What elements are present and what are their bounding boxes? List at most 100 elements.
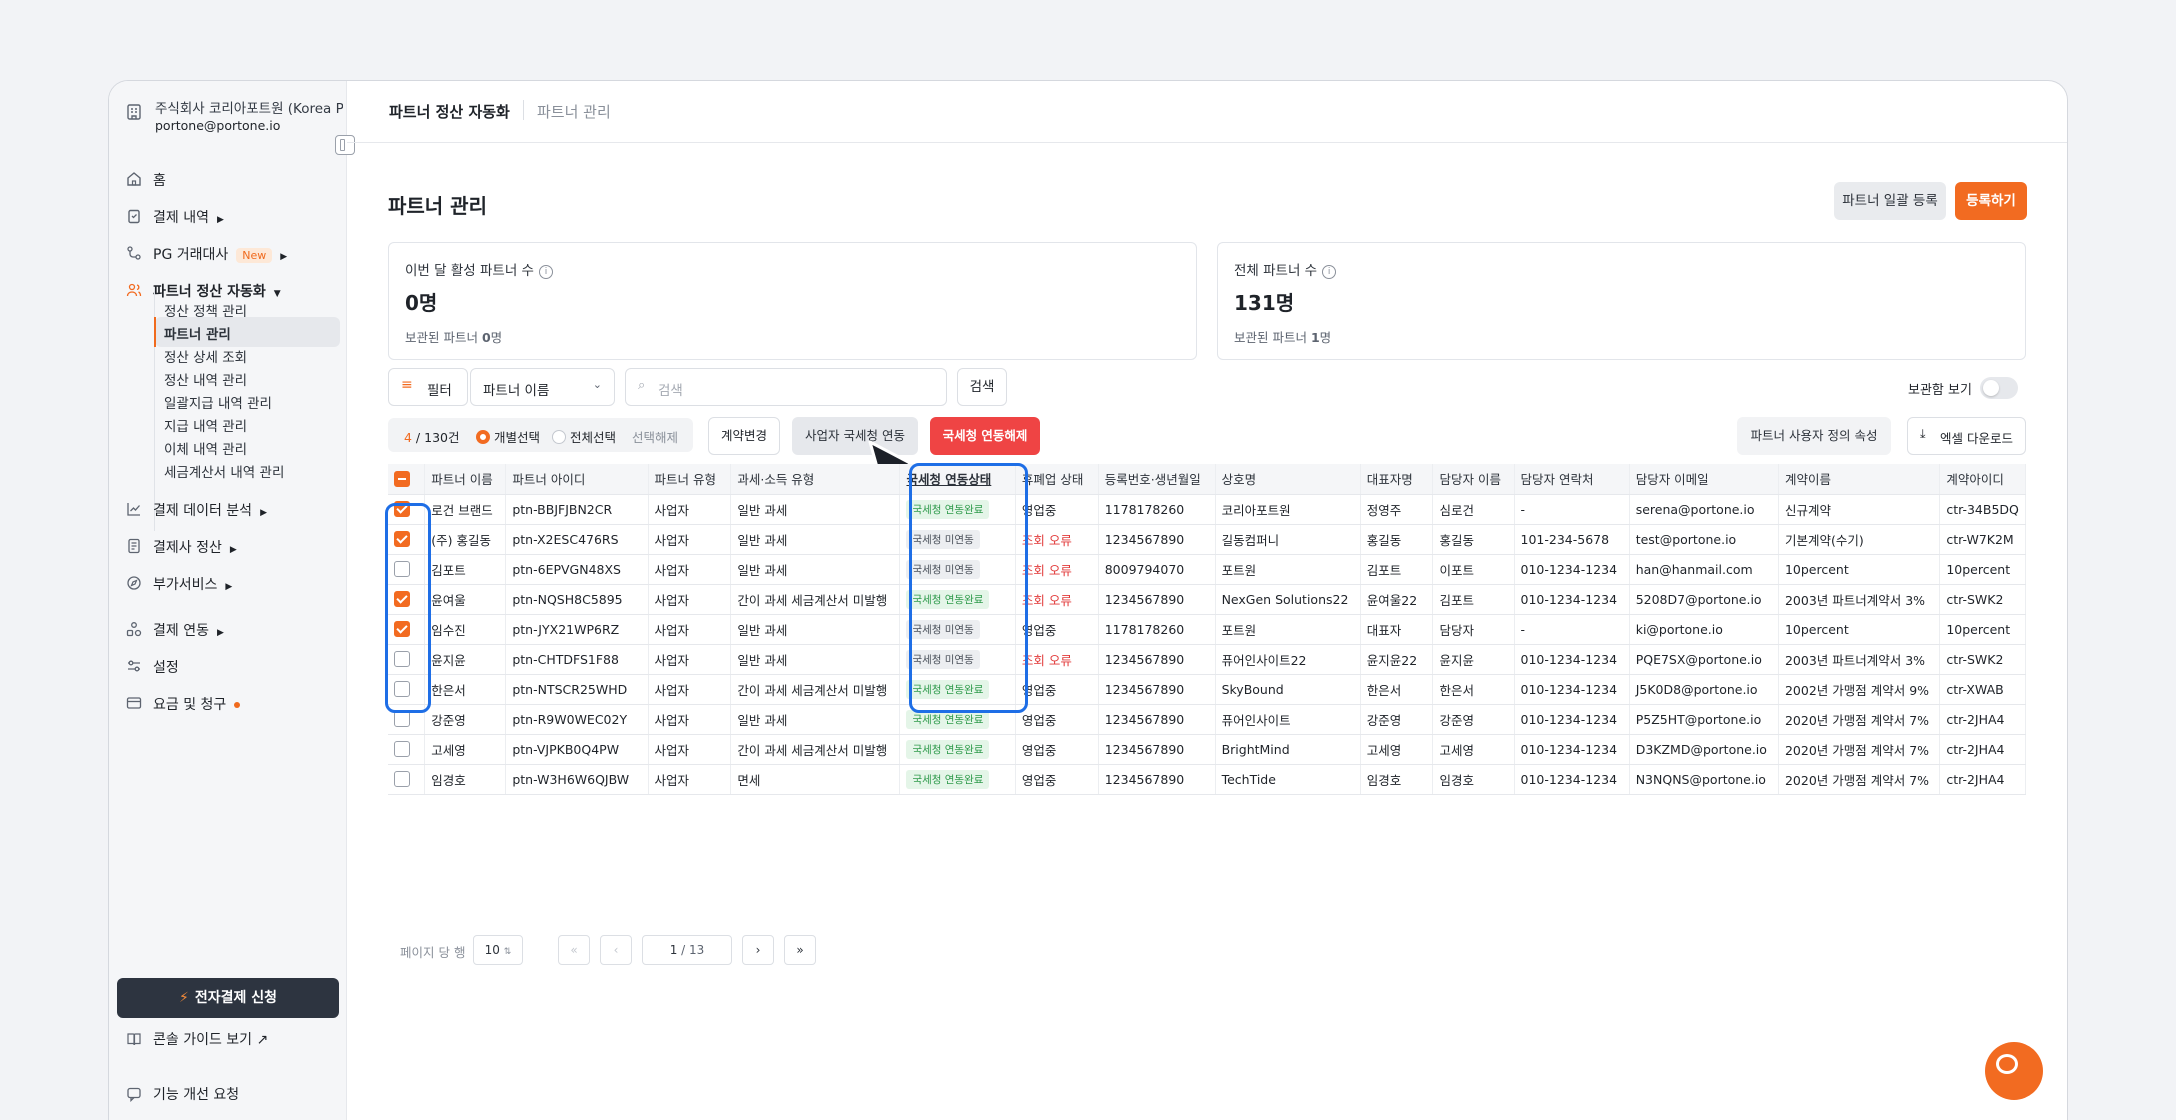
row-checkbox[interactable] (394, 681, 410, 698)
register-button[interactable]: 등록하기 (1955, 182, 2027, 220)
radio-all[interactable]: 전체선택 (552, 427, 616, 446)
table-row[interactable]: 김포트 ptn-6EPVGN48XS 사업자 일반 과세 국세청 미연동 조회 오류 800… (388, 554, 2026, 585)
info-icon[interactable]: i (1322, 265, 1337, 279)
row-checkbox[interactable] (394, 711, 410, 728)
checkbox-highlight (385, 503, 431, 713)
cell-nts: 국세청 미연동 (899, 614, 1016, 645)
breadcrumb-main[interactable]: 파트너 정산 자동화 (389, 103, 510, 121)
select-all-checkbox[interactable] (394, 471, 410, 487)
col-header[interactable]: 계약아이디 (1939, 464, 2026, 495)
col-header[interactable]: 상호명 (1215, 464, 1361, 495)
per-page-select[interactable]: 10 ⇅ (473, 935, 523, 965)
subnav-item[interactable]: 지급 내역 관리 (164, 419, 248, 435)
subnav-item[interactable]: 일괄지급 내역 관리 (164, 396, 272, 412)
nav-billing[interactable]: 요금 및 청구 (109, 688, 347, 718)
cell-type: 사업자 (648, 524, 732, 555)
cell-reg: 1234567890 (1098, 524, 1216, 555)
nav-addon[interactable]: 부가서비스 ▶ (109, 568, 347, 598)
nav-settings[interactable]: 설정 (109, 651, 347, 681)
col-header[interactable]: 파트너 아이디 (505, 464, 649, 495)
search-field-select[interactable]: 파트너 이름 ⌄ (470, 368, 615, 406)
row-checkbox[interactable] (394, 531, 410, 548)
company-switcher[interactable]: 주식회사 코리아포트원 (Korea PortOne) portone@port… (125, 93, 343, 137)
nts-status-badge: 국세청 연동완료 (906, 709, 990, 729)
nav-data[interactable]: 결제 데이터 분석 ▶ (109, 494, 347, 524)
route-icon (127, 246, 141, 260)
radio-individual[interactable]: 개별선택 (476, 427, 540, 446)
table-row[interactable]: 로건 브랜드 ptn-BBJFJBN2CR 사업자 일반 과세 국세청 연동완료 영업중 1… (388, 494, 2026, 525)
feedback-link[interactable]: 기능 개선 요청 (109, 1081, 347, 1107)
col-header[interactable]: 담당자 이름 (1432, 464, 1515, 495)
custom-properties-button[interactable]: 파트너 사용자 정의 속성 (1737, 417, 1891, 455)
sidebar-collapse-icon[interactable] (335, 135, 355, 155)
subnav-item[interactable]: 정산 정책 관리 (164, 304, 248, 320)
col-header[interactable]: 대표자명 (1360, 464, 1434, 495)
breadcrumb: 파트너 정산 자동화 파트너 관리 (347, 81, 2067, 143)
next-page-button[interactable]: › (742, 935, 774, 965)
page-indicator[interactable]: 1 / 13 (642, 935, 732, 965)
col-header[interactable]: 파트너 이름 (424, 464, 507, 495)
col-header[interactable]: 휴폐업 상태 (1015, 464, 1099, 495)
row-checkbox[interactable] (394, 561, 410, 578)
building-icon (127, 104, 141, 120)
subnav-item[interactable]: 세금계산서 내역 관리 (164, 465, 285, 481)
filter-button[interactable]: ≡ 필터 (388, 368, 468, 406)
col-header-nts[interactable]: 국세청 연동상태 (899, 464, 1016, 495)
row-checkbox[interactable] (394, 741, 410, 758)
chevron-down-icon: ⌄ (592, 378, 602, 391)
table-row[interactable]: 임수진 ptn-JYX21WP6RZ 사업자 일반 과세 국세청 미연동 영업중 11781… (388, 614, 2026, 645)
col-header[interactable]: 담당자 연락처 (1514, 464, 1630, 495)
table-row[interactable]: 한은서 ptn-NTSCR25WHD 사업자 간이 과세 세금계산서 미발행 국세청 연… (388, 674, 2026, 705)
cell-ceo: 정영주 (1360, 494, 1434, 525)
subnav-item[interactable]: 정산 상세 조회 (164, 350, 248, 366)
per-page-label: 페이지 당 행 (400, 945, 466, 960)
prev-page-button[interactable]: ‹ (600, 935, 632, 965)
nav-label: 결제사 정산 (153, 540, 222, 556)
table-row[interactable]: 윤지윤 ptn-CHTDFS1F88 사업자 일반 과세 국세청 미연동 조회 오류 123… (388, 644, 2026, 675)
nav-settlement[interactable]: 결제사 정산 ▶ (109, 531, 347, 561)
search-button[interactable]: 검색 (957, 368, 1007, 406)
row-checkbox[interactable] (394, 651, 410, 668)
bulk-register-button[interactable]: 파트너 일괄 등록 (1834, 182, 1946, 220)
apply-payment-button[interactable]: ⚡ 전자결제 신청 (117, 978, 339, 1018)
nav-pg[interactable]: PG 거래대사 New ▶ (109, 238, 347, 268)
col-header[interactable]: 계약이름 (1778, 464, 1941, 495)
nav-partner[interactable]: 파트너 정산 자동화 ▼ (109, 275, 347, 305)
subnav-item-active[interactable]: 파트너 관리 (154, 317, 340, 347)
row-checkbox[interactable] (394, 771, 410, 788)
table-row[interactable]: 임경호 ptn-W3H6W6QJBW 사업자 면세 국세청 연동완료 영업중 1234567… (388, 764, 2026, 795)
console-guide-link[interactable]: 콘솔 가이드 보기 ↗ (109, 1026, 347, 1052)
nav-home[interactable]: 홈 (109, 164, 347, 194)
table-row[interactable]: 강준영 ptn-R9W0WEC02Y 사업자 일반 과세 국세청 연동완료 영업중 1234… (388, 704, 2026, 735)
col-header[interactable]: 등록번호·생년월일 (1098, 464, 1216, 495)
unlink-nts-button[interactable]: 국세청 연동해제 (930, 417, 1040, 455)
row-checkbox[interactable] (394, 591, 410, 608)
cell-manager: 심로건 (1432, 494, 1515, 525)
subnav-item[interactable]: 정산 내역 관리 (164, 373, 248, 389)
cell-biz: 영업중 (1015, 764, 1099, 795)
cell-biz: 영업중 (1015, 494, 1099, 525)
cell-name: 로건 브랜드 (424, 494, 507, 525)
info-icon[interactable]: i (538, 265, 553, 279)
last-page-button[interactable]: » (784, 935, 816, 965)
table-row[interactable]: 고세영 ptn-VJPKB0Q4PW 사업자 간이 과세 세금계산서 미발행 국세청 연… (388, 734, 2026, 765)
table-row[interactable]: (주) 홍길동 ptn-X2ESC476RS 사업자 일반 과세 국세청 미연동 조회 오… (388, 524, 2026, 555)
col-header[interactable]: 파트너 유형 (648, 464, 732, 495)
archive-toggle[interactable] (1980, 377, 2018, 399)
subnav-item[interactable]: 이체 내역 관리 (164, 442, 248, 458)
excel-download-button[interactable]: ⤓ 엑셀 다운로드 (1907, 417, 2026, 455)
clear-selection-link[interactable]: 선택해제 (632, 430, 679, 445)
search-input[interactable]: ⌕ 검색 (625, 368, 947, 406)
col-header[interactable]: 담당자 이메일 (1629, 464, 1779, 495)
nav-integration[interactable]: 결제 연동 ▶ (109, 614, 347, 644)
col-header[interactable]: 과세·소득 유형 (730, 464, 901, 495)
table-row[interactable]: 윤여울 ptn-NQSH8C5895 사업자 간이 과세 세금계산서 미발행 국세청 연… (388, 584, 2026, 615)
first-page-button[interactable]: « (558, 935, 590, 965)
row-checkbox[interactable] (394, 621, 410, 638)
chat-support-icon[interactable] (1985, 1042, 2043, 1100)
updown-icon: ⇅ (503, 947, 512, 957)
link-nts-button[interactable]: 사업자 국세청 연동 (792, 417, 918, 455)
change-contract-button[interactable]: 계약변경 (708, 417, 780, 455)
nav-payments[interactable]: 결제 내역 ▶ (109, 201, 347, 231)
cell-contract-id: ctr-XWAB (1939, 674, 2026, 705)
